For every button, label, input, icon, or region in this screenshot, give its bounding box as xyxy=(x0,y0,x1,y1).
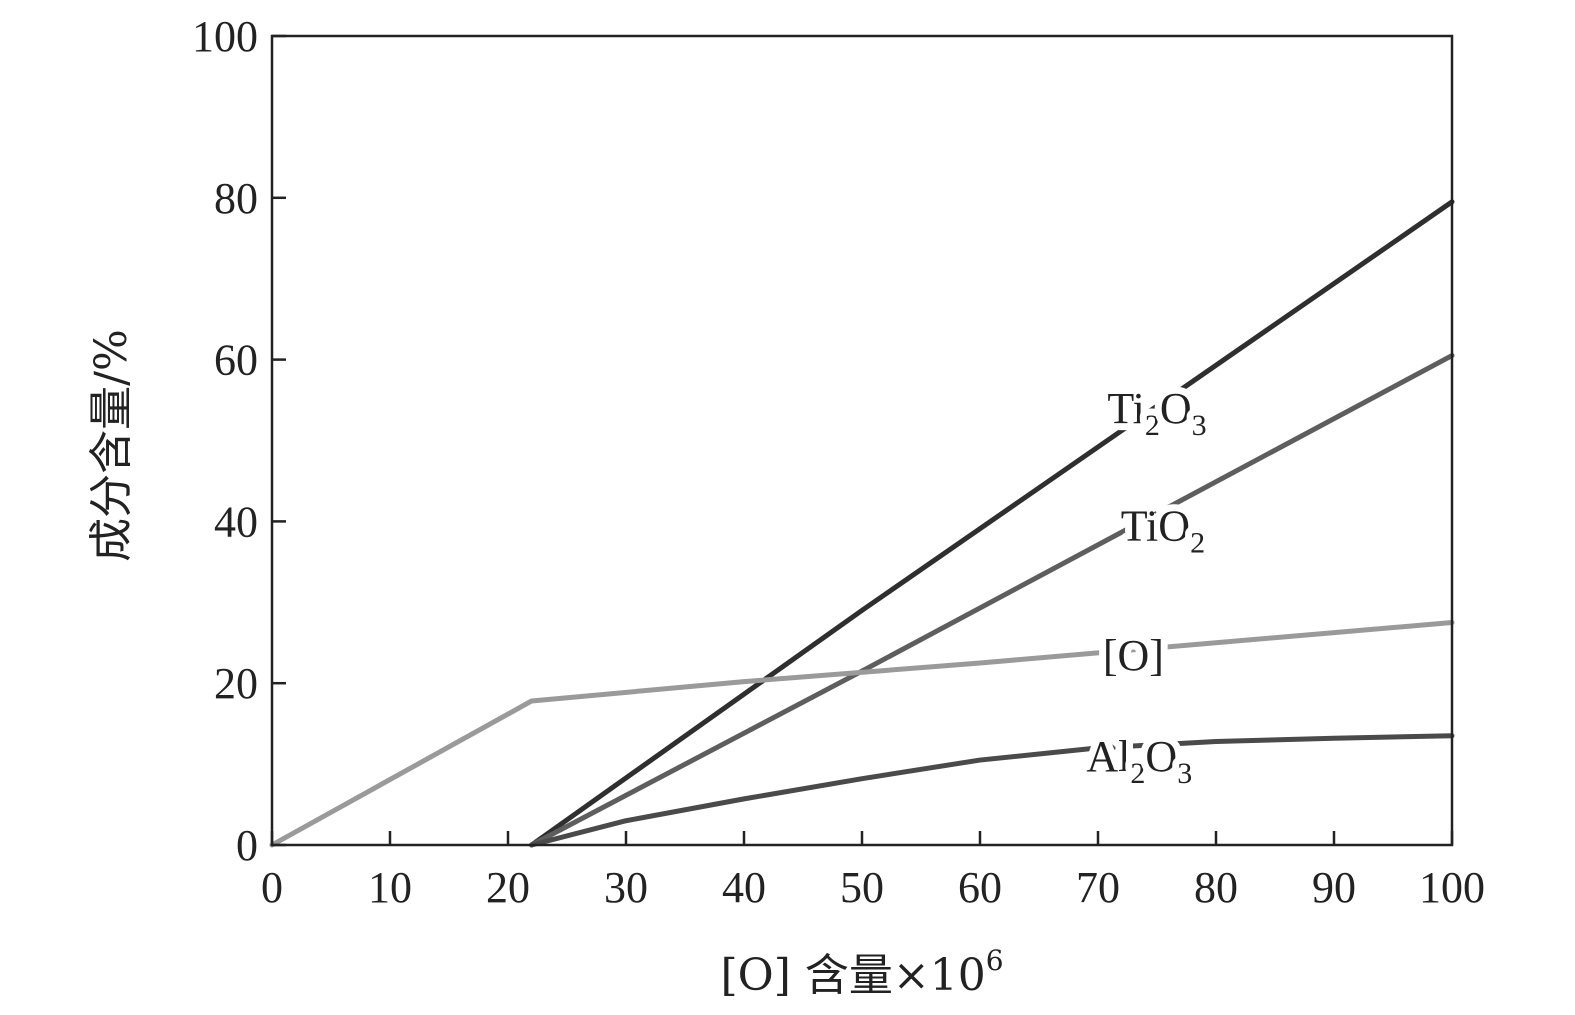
x-axis-title: [O] 含量×106 xyxy=(720,944,1003,1001)
x-tick-label: 70 xyxy=(1076,863,1120,912)
y-tick-label: 60 xyxy=(214,336,258,385)
series-label: TiO2 xyxy=(1121,501,1205,559)
x-tick-label: 20 xyxy=(486,863,530,912)
y-tick-label: 0 xyxy=(236,821,258,870)
series-layer xyxy=(269,199,1455,848)
y-tick-label: 80 xyxy=(214,174,258,223)
x-tick-label: 40 xyxy=(722,863,766,912)
y-tick-label: 20 xyxy=(214,659,258,708)
x-tick-label: 100 xyxy=(1419,863,1485,912)
series-label: Al2O3 xyxy=(1086,732,1192,790)
y-axis-title: 成分含量/% xyxy=(86,329,137,562)
x-tick-label: 90 xyxy=(1312,863,1356,912)
x-tick-label: 60 xyxy=(958,863,1002,912)
x-tick-label: 80 xyxy=(1194,863,1238,912)
plot-frame xyxy=(270,34,1454,847)
x-tick-label: 50 xyxy=(840,863,884,912)
series-line xyxy=(529,199,1455,848)
x-axis-title-exponent: 6 xyxy=(986,944,1004,977)
x-tick-label: 10 xyxy=(368,863,412,912)
x-tick-label: 30 xyxy=(604,863,648,912)
series-label: Ti2O3 xyxy=(1107,384,1206,442)
y-tick-label: 40 xyxy=(214,497,258,546)
y-tick-label: 100 xyxy=(192,12,258,61)
x-tick-label: 0 xyxy=(261,863,283,912)
series-label: [O] xyxy=(1103,631,1164,680)
series-line xyxy=(269,620,1455,848)
x-axis-title-main: [O] 含量×10 xyxy=(720,950,985,1001)
series-line xyxy=(529,733,1455,848)
series-line xyxy=(529,353,1455,848)
ticks-layer: 0 10 20 30 40 50 60 70 80 90 100 0 20 40 60 80 100 xyxy=(192,12,1485,912)
